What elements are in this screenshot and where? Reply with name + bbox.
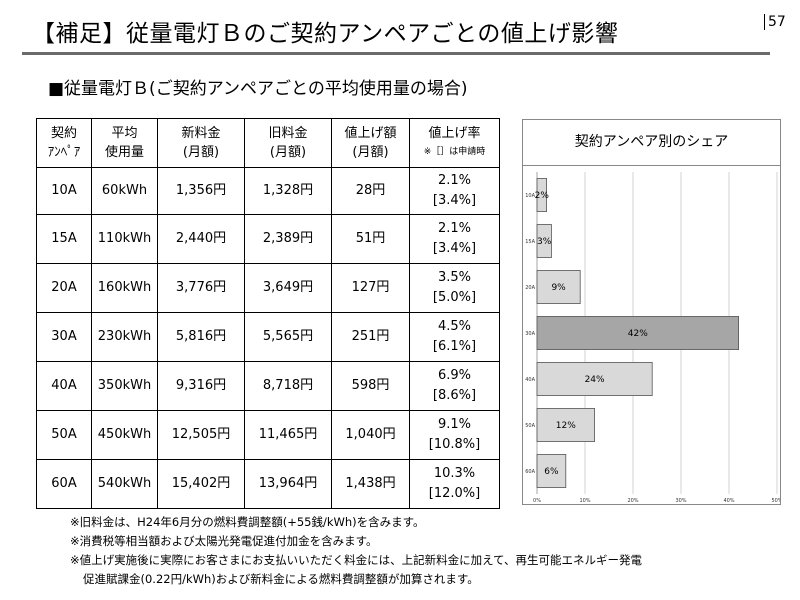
cell-old: 11,465円 xyxy=(244,410,332,460)
cell-new: 1,356円 xyxy=(157,167,245,215)
cell-amp: 15A xyxy=(36,214,92,264)
bar xyxy=(536,362,653,396)
bar xyxy=(536,408,595,442)
cell-diff: 598円 xyxy=(331,361,410,411)
table-row: 60A 540kWh 15,402円 13,964円 1,438円 10.3%[… xyxy=(36,459,500,509)
cell-rate: 4.5% [6.1%] xyxy=(409,312,500,362)
cell-usage: 350kWh xyxy=(91,361,158,411)
cell-diff: 127円 xyxy=(331,263,410,313)
category-label: 20A xyxy=(525,285,535,291)
cell-old: 1,328円 xyxy=(244,167,332,215)
cell-rate: 2.1% [3.4%] xyxy=(409,167,500,215)
footnotes: ※旧料金は、H24年6月分の燃料費調整額(+55銭/kWh)を含みます。 ※消費… xyxy=(70,513,642,589)
category-label: 10A xyxy=(525,193,535,199)
cell-rate: 2.1% [3.4%] xyxy=(409,214,500,264)
value-label: 24% xyxy=(585,375,605,385)
cell-rate: 9.1% [10.8%] xyxy=(409,410,500,460)
value-label: 12% xyxy=(556,421,576,431)
bar xyxy=(536,454,567,488)
table-row: 50A 450kWh 12,505円 11,465円 1,040円 9.1% [1… xyxy=(36,410,500,460)
table-row: 20A 160kWh 3,776円 3,649円 127円 3.5% [5.0%] xyxy=(36,263,500,313)
cell-rate: 3.5% [5.0%] xyxy=(409,263,500,313)
cell-old: 8,718円 xyxy=(244,361,332,411)
rate-table: 契約 ｱﾝﾍﾟｱ 平均 使用量 新料金 (月額) 旧料金 (月額) 値上げ額 (月額) 値… xyxy=(36,118,500,509)
cell-diff: 28円 xyxy=(331,167,410,215)
cell-amp: 50A xyxy=(36,410,92,460)
header-new-rate: 新料金 (月額) xyxy=(157,118,245,168)
cell-old: 13,964円 xyxy=(244,459,332,509)
header-increase-amount: 値上げ額 (月額) xyxy=(331,118,410,168)
value-label: 2% xyxy=(535,191,550,201)
cell-usage: 110kWh xyxy=(91,214,158,264)
cell-old: 2,389円 xyxy=(244,214,332,264)
cell-rate: 6.9% [8.6%] xyxy=(409,361,500,411)
header-avg-usage: 平均 使用量 xyxy=(91,118,158,168)
cell-usage: 60kWh xyxy=(91,167,158,215)
footnote: 促進賦課金(0.22円/kWh)および新料金による燃料費調整額が加算されます。 xyxy=(83,572,479,586)
bar xyxy=(536,224,552,258)
value-label: 42% xyxy=(628,329,648,339)
category-label: 30A xyxy=(525,331,535,337)
category-label: 15A xyxy=(525,239,535,245)
table-row: 10A 60kWh 1,356円 1,328円 28円 2.1% [3.4%] xyxy=(36,167,500,215)
cell-diff: 51円 xyxy=(331,214,410,264)
header-increase-rate: 値上げ率 ※［］は申請時 xyxy=(409,118,500,168)
category-label: 50A xyxy=(525,423,535,429)
header-old-rate: 旧料金 (月額) xyxy=(244,118,332,168)
cell-amp: 10A xyxy=(36,167,92,215)
cell-old: 5,565円 xyxy=(244,312,332,362)
chart-title: 契約アンペア別のシェア xyxy=(523,120,780,166)
cell-amp: 40A xyxy=(36,361,92,411)
cell-new: 5,816円 xyxy=(157,312,245,362)
value-label: 6% xyxy=(544,467,559,477)
cell-amp: 60A xyxy=(36,459,92,509)
page-number: 57 xyxy=(764,14,786,30)
footnote: ※旧料金は、H24年6月分の燃料費調整額(+55銭/kWh)を含みます。 xyxy=(70,515,425,529)
x-tick-label: 30% xyxy=(675,498,686,504)
title-underline xyxy=(22,52,770,55)
bar xyxy=(536,178,548,212)
table-row: 30A 230kWh 5,816円 5,565円 251円 4.5% [6.1%] xyxy=(36,312,500,362)
cell-rate: 10.3% [12.0%] xyxy=(409,459,500,509)
cell-amp: 20A xyxy=(36,263,92,313)
cell-old: 3,649円 xyxy=(244,263,332,313)
cell-new: 12,505円 xyxy=(157,410,245,460)
bar xyxy=(536,270,581,304)
page-title: 【補足】従量電灯Ｂのご契約アンペアごとの値上げ影響 xyxy=(32,21,619,47)
footnote: ※値上げ実施後に実際にお客さまにお支払いいただく料金には、上記新料金に加えて、再… xyxy=(70,553,642,567)
cell-diff: 1,040円 xyxy=(331,410,410,460)
table-row: 40A 350kWh 9,316円 8,718円 598円 6.9% [8.6%] xyxy=(36,361,500,411)
cell-diff: 251円 xyxy=(331,312,410,362)
x-tick-label: 10% xyxy=(579,498,590,504)
header-contract-amp: 契約 ｱﾝﾍﾟｱ xyxy=(36,118,92,168)
cell-new: 15,402円 xyxy=(157,459,245,509)
x-tick-label: 50% xyxy=(771,498,780,504)
cell-usage: 540kWh xyxy=(91,459,158,509)
x-tick-label: 40% xyxy=(723,498,734,504)
value-label: 3% xyxy=(537,237,552,247)
x-tick-label: 20% xyxy=(627,498,638,504)
cell-usage: 450kWh xyxy=(91,410,158,460)
value-label: 9% xyxy=(551,283,566,293)
cell-amp: 30A xyxy=(36,312,92,362)
cell-usage: 160kWh xyxy=(91,263,158,313)
table-header-row: 契約 ｱﾝﾍﾟｱ 平均 使用量 新料金 (月額) 旧料金 (月額) 値上げ額 (月額) 値… xyxy=(36,118,500,168)
category-label: 60A xyxy=(525,469,535,475)
cell-diff: 1,438円 xyxy=(331,459,410,509)
bar xyxy=(536,316,740,350)
category-label: 40A xyxy=(525,377,535,383)
section-subtitle: ■従量電灯Ｂ(ご契約アンペアごとの平均使用量の場合) xyxy=(48,79,468,99)
footnote: ※消費税等相当額および太陽光発電促進付加金を含みます。 xyxy=(70,534,378,548)
cell-new: 9,316円 xyxy=(157,361,245,411)
cell-new: 2,440円 xyxy=(157,214,245,264)
x-tick-label: 0% xyxy=(533,498,541,504)
cell-usage: 230kWh xyxy=(91,312,158,362)
table-row: 15A 110kWh 2,440円 2,389円 51円 2.1% [3.4%] xyxy=(36,214,500,264)
cell-new: 3,776円 xyxy=(157,263,245,313)
